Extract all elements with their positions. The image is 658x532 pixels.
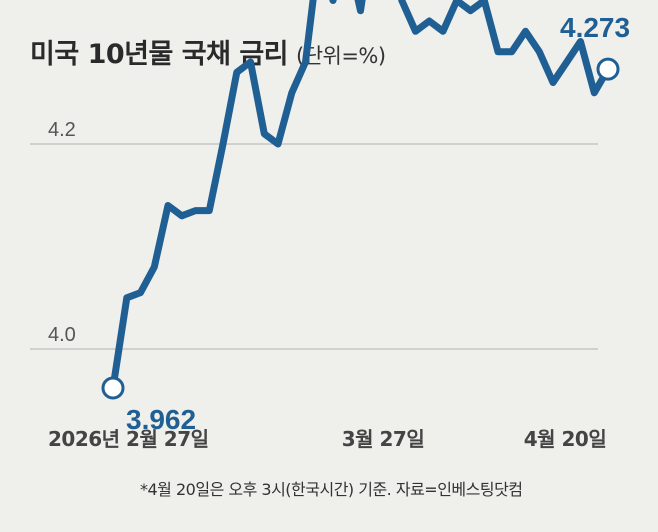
highlight-point (596, 57, 620, 81)
value-label: 3.962 (126, 404, 196, 435)
series-line (109, 0, 612, 392)
footnote: *4월 20일은 오후 3시(한국시간) 기준. 자료=인베스팅닷컴 (140, 480, 523, 499)
y-tick-label: 4.2 (48, 119, 76, 141)
chart-title-row: 미국 10년물 국채 금리 (단위=%) (30, 32, 386, 71)
unit-note: (단위=%) (296, 44, 386, 68)
value-label: 4.273 (560, 12, 630, 43)
x-tick-label: 3월 27일 (342, 427, 425, 451)
series-layer (109, 0, 612, 392)
x-tick-label: 2026년 2월 27일 (48, 427, 209, 451)
y-axis-ticks: 4.04.24.4 (48, 119, 76, 346)
highlight-points (101, 57, 620, 400)
x-tick-label: 4월 20일 (524, 427, 607, 451)
x-axis-labels: 2026년 2월 27일 3월 27일 4월 20일 (48, 427, 607, 451)
grid (30, 143, 598, 350)
highlight-point (101, 376, 125, 400)
y-tick-label: 4.0 (48, 324, 76, 346)
